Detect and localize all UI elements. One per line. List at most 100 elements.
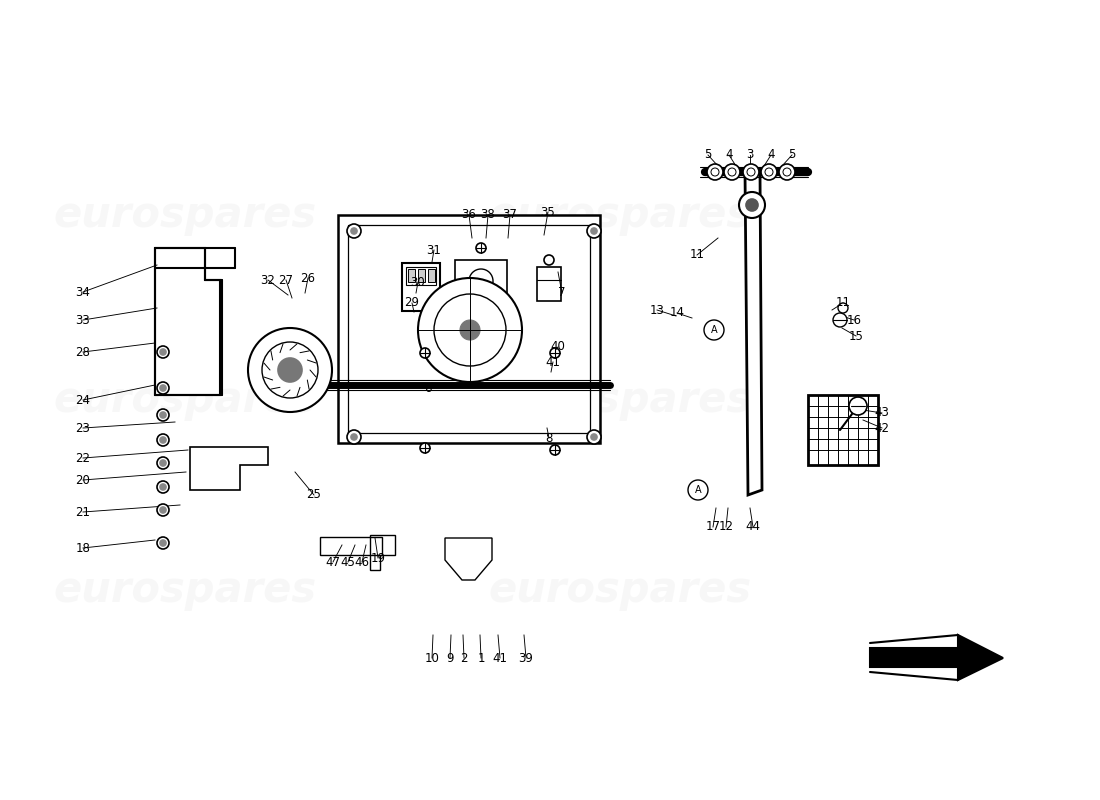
Circle shape — [544, 255, 554, 265]
Bar — [408, 269, 415, 282]
Bar — [348, 225, 590, 433]
Circle shape — [460, 320, 480, 340]
Text: 8: 8 — [546, 431, 552, 445]
Circle shape — [157, 537, 169, 549]
Circle shape — [160, 437, 166, 443]
Text: 7: 7 — [558, 286, 565, 299]
Circle shape — [833, 313, 847, 327]
Text: 21: 21 — [76, 506, 90, 518]
Circle shape — [278, 358, 303, 382]
Text: 43: 43 — [874, 406, 890, 419]
Polygon shape — [870, 635, 1003, 680]
Text: 4: 4 — [725, 149, 733, 162]
Text: 41: 41 — [546, 355, 561, 369]
Circle shape — [550, 445, 560, 455]
Text: 31: 31 — [427, 243, 441, 257]
Circle shape — [849, 397, 867, 415]
Text: 1: 1 — [477, 651, 485, 665]
Text: 22: 22 — [76, 451, 90, 465]
Text: A: A — [711, 325, 717, 335]
Bar — [808, 395, 878, 465]
Text: 16: 16 — [847, 314, 861, 326]
Text: 3: 3 — [746, 149, 754, 162]
Text: 19: 19 — [371, 551, 385, 565]
Circle shape — [157, 457, 169, 469]
Text: 47: 47 — [326, 555, 341, 569]
Bar — [338, 215, 600, 443]
Text: A: A — [695, 485, 702, 495]
Text: 35: 35 — [540, 206, 556, 218]
Circle shape — [160, 507, 166, 513]
Circle shape — [742, 164, 759, 180]
Text: 17: 17 — [705, 521, 720, 534]
Circle shape — [157, 382, 169, 394]
Bar — [402, 263, 440, 311]
Text: 18: 18 — [76, 542, 90, 554]
Text: 15: 15 — [848, 330, 864, 342]
Bar — [406, 267, 436, 285]
Text: 4: 4 — [768, 149, 774, 162]
Circle shape — [418, 278, 522, 382]
Circle shape — [779, 164, 795, 180]
Text: 46: 46 — [354, 555, 370, 569]
Circle shape — [591, 228, 597, 234]
Text: 25: 25 — [307, 489, 321, 502]
Circle shape — [248, 328, 332, 412]
Circle shape — [761, 164, 777, 180]
Text: 23: 23 — [76, 422, 90, 434]
Text: 44: 44 — [746, 521, 760, 534]
Circle shape — [724, 164, 740, 180]
Circle shape — [746, 199, 758, 211]
Text: 34: 34 — [76, 286, 90, 298]
Text: 13: 13 — [650, 303, 664, 317]
Text: 12: 12 — [718, 521, 734, 534]
Circle shape — [160, 385, 166, 391]
Text: 5: 5 — [789, 149, 795, 162]
Text: 11: 11 — [690, 249, 704, 262]
Text: 27: 27 — [278, 274, 294, 286]
Circle shape — [420, 443, 430, 453]
Circle shape — [587, 224, 601, 238]
Circle shape — [157, 481, 169, 493]
Circle shape — [704, 320, 724, 340]
Bar — [320, 537, 382, 555]
Text: 39: 39 — [518, 651, 534, 665]
Text: 24: 24 — [76, 394, 90, 406]
Circle shape — [591, 434, 597, 440]
Circle shape — [587, 430, 601, 444]
Circle shape — [157, 504, 169, 516]
Text: 38: 38 — [481, 209, 495, 222]
Circle shape — [160, 484, 166, 490]
Bar — [428, 269, 435, 282]
Circle shape — [469, 269, 493, 293]
Circle shape — [157, 434, 169, 446]
Text: 2: 2 — [460, 651, 467, 665]
Circle shape — [157, 409, 169, 421]
Text: 20: 20 — [76, 474, 90, 486]
Circle shape — [707, 164, 723, 180]
Bar — [455, 260, 507, 302]
Text: 36: 36 — [462, 209, 476, 222]
Text: 10: 10 — [425, 651, 439, 665]
Text: eurospares: eurospares — [488, 194, 751, 236]
Text: 45: 45 — [341, 555, 355, 569]
Text: eurospares: eurospares — [54, 194, 317, 236]
Circle shape — [351, 228, 358, 234]
Text: 30: 30 — [410, 275, 426, 289]
Circle shape — [550, 348, 560, 358]
Text: 41: 41 — [493, 651, 507, 665]
Circle shape — [346, 430, 361, 444]
Circle shape — [351, 434, 358, 440]
Bar — [418, 269, 425, 282]
Circle shape — [160, 540, 166, 546]
Circle shape — [160, 460, 166, 466]
Circle shape — [160, 349, 166, 355]
Circle shape — [739, 192, 764, 218]
Polygon shape — [745, 172, 762, 495]
Text: 29: 29 — [405, 297, 419, 310]
Text: 28: 28 — [76, 346, 90, 358]
Text: eurospares: eurospares — [488, 379, 751, 421]
Text: eurospares: eurospares — [54, 569, 317, 611]
Circle shape — [838, 303, 848, 313]
Text: 26: 26 — [300, 271, 316, 285]
